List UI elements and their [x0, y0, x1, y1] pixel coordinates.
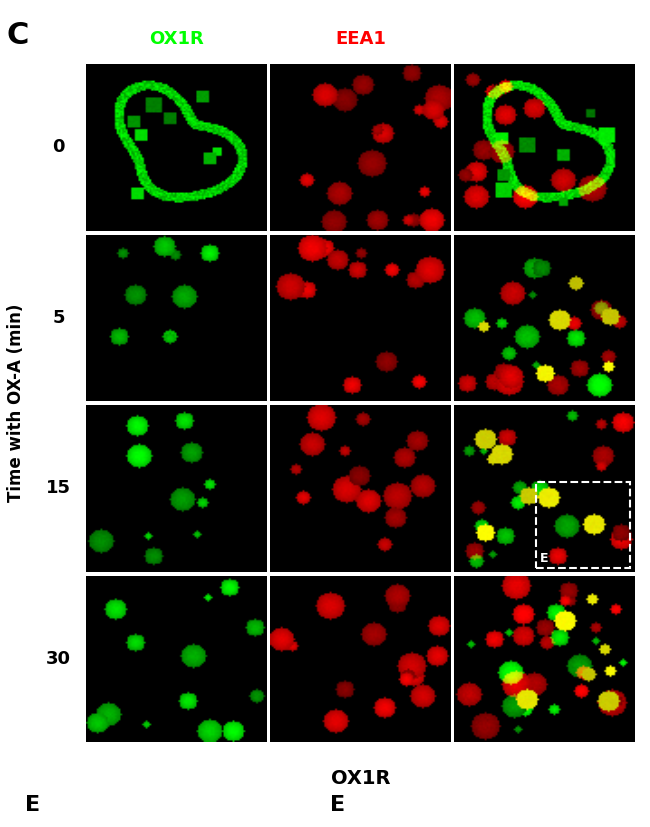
Text: E: E — [25, 795, 40, 815]
Text: E: E — [540, 552, 548, 565]
Text: C: C — [6, 21, 29, 50]
Text: Time with OX-A (min): Time with OX-A (min) — [7, 304, 25, 502]
Text: OX1R: OX1R — [150, 31, 204, 48]
Bar — [536, 482, 630, 568]
Text: EEA1: EEA1 — [335, 31, 386, 48]
Text: 5: 5 — [52, 308, 65, 327]
Text: MERGE: MERGE — [510, 31, 580, 48]
Text: E: E — [330, 795, 346, 815]
Text: 30: 30 — [46, 650, 71, 668]
Text: OX1R: OX1R — [331, 769, 391, 788]
Text: 0: 0 — [52, 138, 65, 156]
Text: 15: 15 — [46, 480, 71, 498]
